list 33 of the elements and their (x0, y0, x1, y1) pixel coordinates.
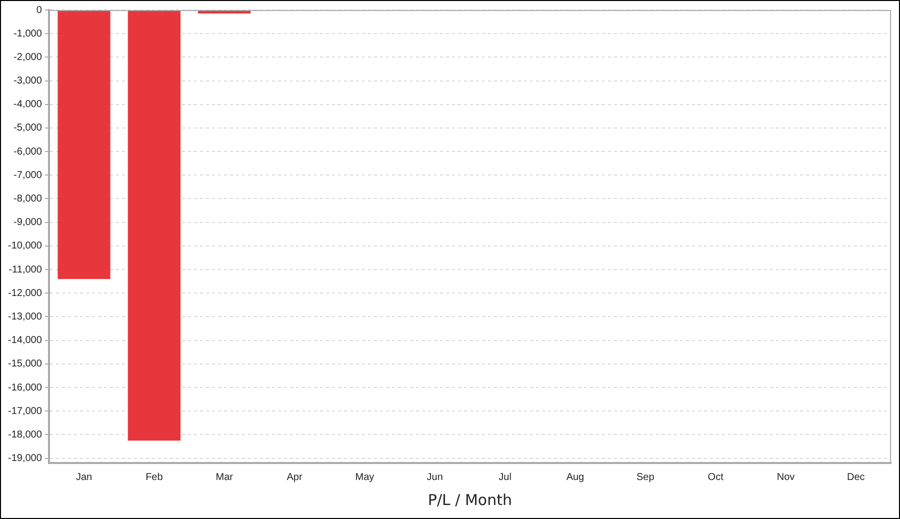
y-tick-label: -8,000 (14, 194, 42, 204)
x-tick-label: Sep (636, 472, 655, 483)
y-tick-label: -12,000 (8, 288, 42, 299)
y-tick-label: 0 (36, 4, 42, 16)
x-tick-label: Nov (776, 472, 795, 483)
x-tick-label: Jun (426, 472, 443, 483)
y-tick-label: -5,000 (14, 122, 42, 134)
x-tick-label: Apr (286, 472, 303, 483)
x-tick-label: Feb (146, 472, 164, 483)
y-tick-label: -11,000 (8, 264, 42, 276)
y-tick-label: -16,000 (8, 382, 42, 394)
y-tick-label: -13,000 (8, 311, 42, 322)
x-tick-label: May (355, 472, 374, 483)
y-tick-label: -3,000 (14, 76, 42, 87)
x-tick-label: Oct (708, 472, 724, 483)
x-tick-label: Aug (566, 472, 584, 483)
y-tick-label: -6,000 (14, 146, 42, 158)
y-tick-label: -19,000 (8, 453, 42, 464)
x-tick-label: Dec (847, 472, 865, 483)
y-tick-label: -4,000 (14, 99, 42, 110)
y-tick-label: -18,000 (8, 429, 42, 440)
y-tick-label: -10,000 (8, 240, 42, 252)
x-tick-label: Jul (498, 472, 512, 483)
y-tick-label: -15,000 (8, 358, 42, 370)
x-axis-title: P/L / Month (428, 490, 512, 509)
y-tick-label: -7,000 (14, 170, 42, 181)
x-tick-label: Mar (216, 472, 234, 483)
x-tick-label: Jan (76, 472, 92, 483)
y-tick-label: -9,000 (14, 217, 42, 228)
y-tick-label: -14,000 (8, 335, 42, 346)
y-tick-label: -17,000 (8, 406, 42, 417)
y-tick-label: -1,000 (14, 28, 42, 40)
y-tick-label: -2,000 (14, 52, 42, 63)
